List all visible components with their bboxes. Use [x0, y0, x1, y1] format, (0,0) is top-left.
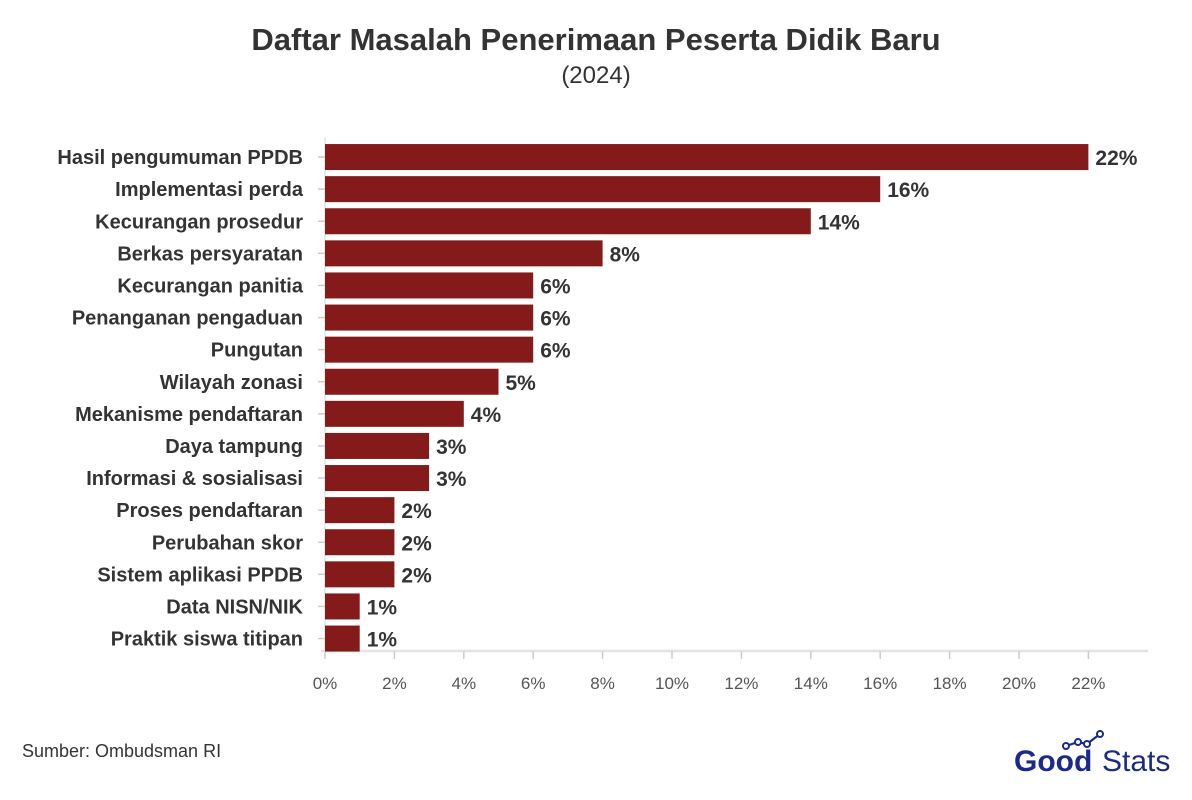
category-label: Perubahan skor	[152, 532, 303, 554]
category-label: Daya tampung	[165, 436, 303, 458]
bar	[325, 208, 811, 235]
x-tick-label: 22%	[1071, 674, 1105, 693]
category-label: Wilayah zonasi	[160, 372, 303, 394]
category-label: Berkas persyaratan	[117, 243, 303, 265]
value-label: 6%	[540, 340, 571, 363]
bar	[325, 272, 534, 299]
category-label: Kecurangan prosedur	[95, 211, 303, 233]
bar	[325, 465, 430, 492]
bar	[325, 497, 395, 524]
value-label: 2%	[401, 564, 432, 587]
bar	[325, 529, 395, 556]
x-tick-label: 14%	[794, 674, 828, 693]
value-label: 3%	[436, 468, 467, 491]
value-label: 6%	[540, 308, 571, 331]
value-label: 2%	[401, 532, 432, 555]
x-tick-label: 20%	[1002, 674, 1036, 693]
logo-text-stats: Stats	[1102, 745, 1170, 778]
value-label: 14%	[818, 211, 860, 234]
value-label: 2%	[401, 500, 432, 523]
x-tick-label: 4%	[452, 674, 477, 693]
chart-subtitle: (2024)	[561, 62, 631, 89]
bar	[325, 561, 395, 588]
bar	[325, 240, 603, 267]
bar	[325, 400, 464, 427]
x-tick-label: 12%	[724, 674, 758, 693]
value-label: 16%	[887, 179, 929, 202]
value-label: 1%	[367, 629, 398, 652]
category-label: Kecurangan panitia	[117, 275, 303, 297]
source-note: Sumber: Ombudsman RI	[22, 741, 222, 761]
bar	[325, 593, 360, 620]
x-tick-label: 2%	[382, 674, 407, 693]
category-label: Implementasi perda	[115, 179, 304, 201]
category-label: Penanganan pengaduan	[72, 308, 303, 330]
logo-text-good: Good	[1014, 745, 1092, 778]
category-label: Pungutan	[211, 340, 303, 362]
x-tick-label: 16%	[863, 674, 897, 693]
x-tick-label: 0%	[313, 674, 338, 693]
value-label: 1%	[367, 596, 398, 619]
category-label: Informasi & sosialisasi	[86, 468, 303, 490]
category-label: Data NISN/NIK	[166, 596, 303, 618]
value-label: 22%	[1095, 147, 1137, 170]
bar	[325, 336, 534, 363]
x-tick-label: 18%	[933, 674, 967, 693]
category-label: Mekanisme pendaftaran	[75, 404, 303, 426]
logo-trend-icon	[1065, 733, 1101, 748]
bar	[325, 368, 499, 395]
category-label: Hasil pengumuman PPDB	[57, 147, 303, 169]
value-label: 6%	[540, 275, 571, 298]
x-tick-label: 6%	[521, 674, 546, 693]
bar	[325, 176, 881, 203]
category-label: Proses pendaftaran	[116, 500, 303, 522]
value-label: 8%	[610, 243, 641, 266]
x-tick-label: 10%	[655, 674, 689, 693]
value-label: 3%	[436, 436, 467, 459]
value-label: 4%	[471, 404, 502, 427]
bar	[325, 304, 534, 331]
category-label: Praktik siswa titipan	[111, 629, 303, 651]
bar	[325, 625, 360, 652]
bar-chart: 0% 2% 4% 6% 8% 10% 12% 14% 16% 18% 20% 22% Hasil pen…	[57, 137, 1148, 693]
category-label: Sistem aplikasi PPDB	[97, 564, 303, 586]
x-tick-label: 8%	[590, 674, 615, 693]
bar	[325, 432, 430, 459]
chart-title: Daftar Masalah Penerimaan Peserta Didik …	[251, 22, 941, 57]
value-label: 5%	[506, 372, 537, 395]
goodstats-logo: Good Stats	[1014, 730, 1170, 778]
bar	[325, 144, 1089, 171]
